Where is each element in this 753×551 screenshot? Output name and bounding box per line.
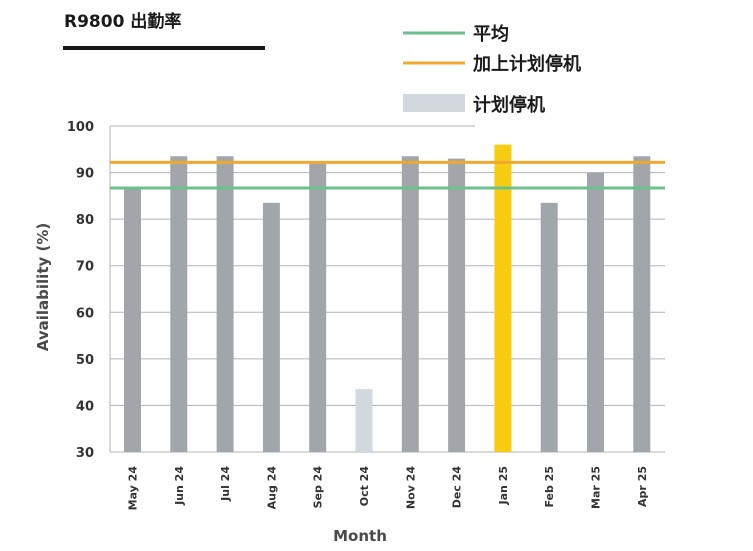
title-underline: [63, 46, 265, 50]
chart-title: R9800 出勤率: [64, 11, 181, 32]
y-tick-label: 50: [76, 353, 94, 368]
y-tick-label: 100: [67, 120, 94, 135]
x-tick-label: Oct 24: [358, 466, 371, 507]
y-tick-labels: 30 40 50 60 70 80 90 100: [67, 120, 94, 461]
bar-sep-24: [309, 163, 327, 452]
x-tick-label: Aug 24: [265, 466, 278, 510]
x-tick-label: Sep 24: [312, 466, 325, 509]
y-tick-label: 80: [76, 213, 94, 228]
gridlines: [109, 125, 665, 453]
x-tick-label: Jun 24: [173, 466, 186, 506]
bar-nov-24: [401, 156, 419, 452]
y-tick-label: 60: [76, 306, 94, 321]
bar-oct-24: [355, 389, 373, 452]
x-tick-label: Feb 25: [543, 466, 556, 508]
x-tick-label: Apr 25: [636, 466, 649, 507]
y-axis-label: Availability (%): [34, 223, 52, 351]
bars: [124, 144, 651, 453]
legend-label: 计划停机: [473, 94, 545, 116]
bar-feb-25: [540, 202, 558, 452]
reference-lines: [110, 160, 665, 190]
bar-aug-24: [262, 202, 280, 452]
x-tick-label: Mar 25: [590, 466, 603, 509]
x-tick-label: Jul 24: [219, 466, 232, 502]
bar-mar-25: [587, 172, 604, 453]
bar-jan-25: [494, 144, 512, 452]
bar-dec-24: [448, 158, 466, 452]
bar-jun-24: [170, 156, 188, 452]
legend-label: 加上计划停机: [472, 53, 581, 75]
x-tick-label: Dec 24: [451, 466, 464, 509]
y-tick-label: 70: [76, 260, 94, 275]
y-tick-label: 40: [76, 399, 94, 414]
bar-may-24: [124, 186, 141, 453]
y-tick-label: 90: [76, 167, 94, 182]
x-axis-label: Month: [333, 527, 387, 545]
legend-label: 平均: [473, 23, 509, 45]
legend-swatch-patch: [403, 94, 465, 112]
y-tick-label: 30: [76, 446, 94, 461]
bar-apr-25: [633, 156, 651, 452]
x-tick-label: May 24: [127, 466, 140, 511]
x-tick-label: Jan 25: [497, 466, 510, 505]
x-tick-labels: May 24 Jun 24 Jul 24 Aug 24 Sep 24 Oct 24 Nov …: [127, 466, 649, 511]
bar-jul-24: [216, 156, 234, 452]
x-tick-label: Nov 24: [404, 466, 417, 509]
